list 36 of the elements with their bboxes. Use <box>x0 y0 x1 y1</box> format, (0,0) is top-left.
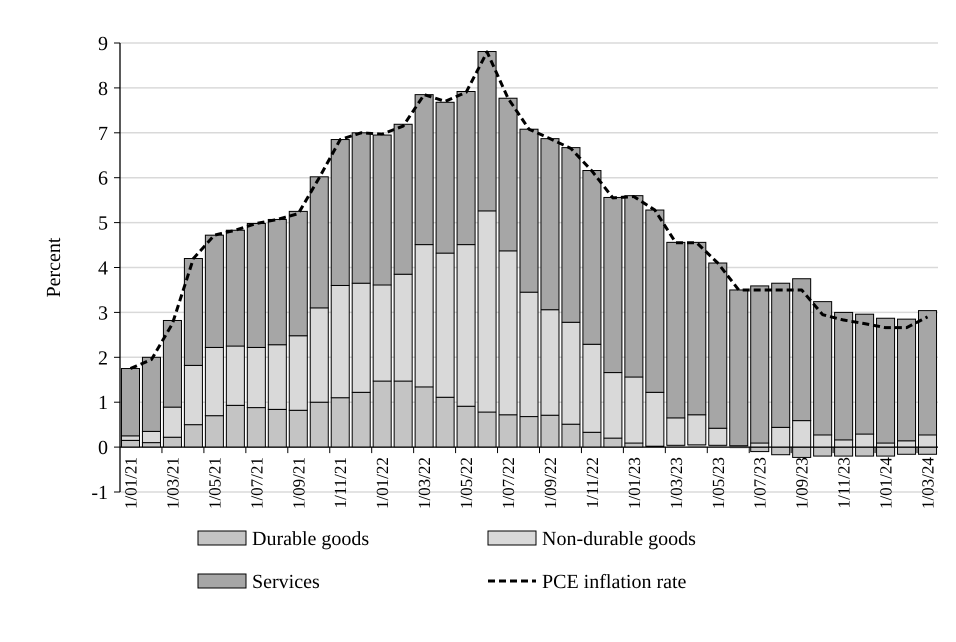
legend-label: Services <box>252 571 320 593</box>
x-tick-label: 1/03/24 <box>918 456 938 510</box>
legend-label: PCE inflation rate <box>542 571 687 593</box>
y-tick-label: 3 <box>98 302 108 324</box>
x-tick-label: 1/09/21 <box>289 457 308 510</box>
x-tick-label: 1/01/22 <box>373 457 392 510</box>
x-tick-label: 1/09/22 <box>540 457 560 510</box>
x-tick-label: 1/05/22 <box>457 457 476 510</box>
y-tick-label: 0 <box>98 437 108 460</box>
x-tick-label: 1/11/23 <box>834 457 854 508</box>
y-tick-label: 2 <box>98 347 108 370</box>
x-tick-label: 1/01/23 <box>624 457 644 510</box>
x-tick-label: 1/01/21 <box>121 457 140 510</box>
x-tick-label: 1/01/24 <box>876 456 896 510</box>
legend-label: Durable goods <box>252 528 370 550</box>
y-tick-label: 5 <box>98 212 108 235</box>
x-tick-label: 1/09/23 <box>792 457 812 510</box>
y-tick-label: 8 <box>98 78 108 100</box>
x-tick-label: 1/05/21 <box>205 457 224 510</box>
y-tick-label: -1 <box>91 482 108 504</box>
x-tick-label: 1/07/22 <box>499 457 518 510</box>
y-tick-label: 7 <box>98 122 108 145</box>
x-tick-label: 1/03/22 <box>415 457 434 510</box>
legend-label: Non-durable goods <box>542 528 696 550</box>
x-tick-label: 1/03/23 <box>666 457 686 510</box>
x-tick-label: 1/03/21 <box>163 457 182 510</box>
y-tick-label: 1 <box>98 392 108 414</box>
y-tick-label: 9 <box>98 33 108 55</box>
x-tick-label: 1/07/21 <box>247 457 266 510</box>
x-tick-label: 1/05/23 <box>708 457 728 510</box>
y-tick-label: 4 <box>98 258 108 280</box>
y-axis-title: Percent <box>43 237 65 298</box>
x-tick-label: 1/11/21 <box>331 457 350 508</box>
y-tick-label: 6 <box>98 168 108 190</box>
x-tick-label: 1/11/22 <box>582 457 602 508</box>
x-tick-label: 1/07/23 <box>750 457 770 510</box>
